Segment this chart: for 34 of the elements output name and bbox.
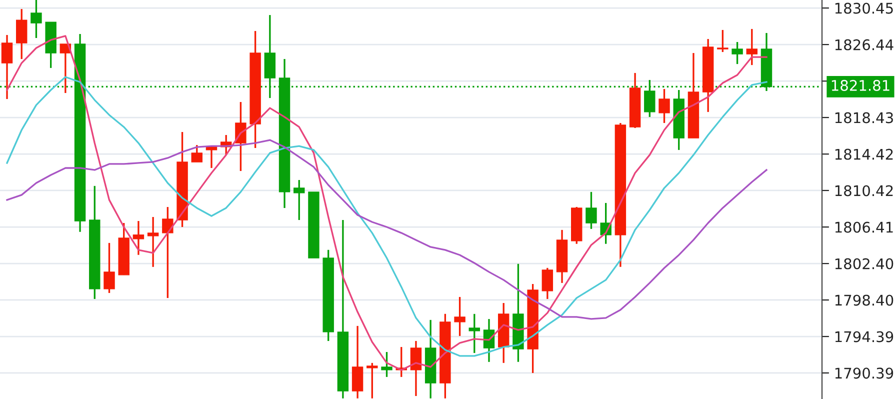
ref-line-label: 1821.81 [832,80,890,91]
candlestick [294,179,305,221]
candlestick [30,0,42,39]
candlestick [746,28,758,66]
y-tick-label: 1806.41 [835,222,893,233]
y-tick-label: 1830.45 [835,2,893,14]
candlestick [542,267,554,300]
candlestick [104,242,115,294]
candlestick [586,191,597,230]
candlestick [1,34,13,100]
candlestick [16,8,28,60]
candlestick [147,216,159,268]
y-tick-label: 1794.39 [835,331,894,342]
y-tick-label: 1798.40 [835,294,894,306]
candlestick [132,220,144,256]
y-tick-label: 1818.43 [835,112,893,124]
candlestick [235,101,246,172]
candlestick [658,88,670,124]
candlestick [206,145,218,169]
y-tick-label: 1802.40 [835,258,894,270]
candlestick [410,340,422,397]
candlestick [381,351,392,378]
candlestick [162,206,174,299]
candlestick [366,362,378,399]
y-tick-label: 1810.42 [835,185,893,196]
y-tick-label: 1790.39 [835,368,894,379]
candlestick [468,313,480,354]
candlestick [191,144,202,163]
candlestick [454,296,466,337]
y-tick-label: 1814.42 [835,148,893,160]
y-tick-label: 1826.44 [835,39,894,50]
candlestick [717,29,728,53]
line-series [6,139,768,320]
candlestick [732,41,743,65]
